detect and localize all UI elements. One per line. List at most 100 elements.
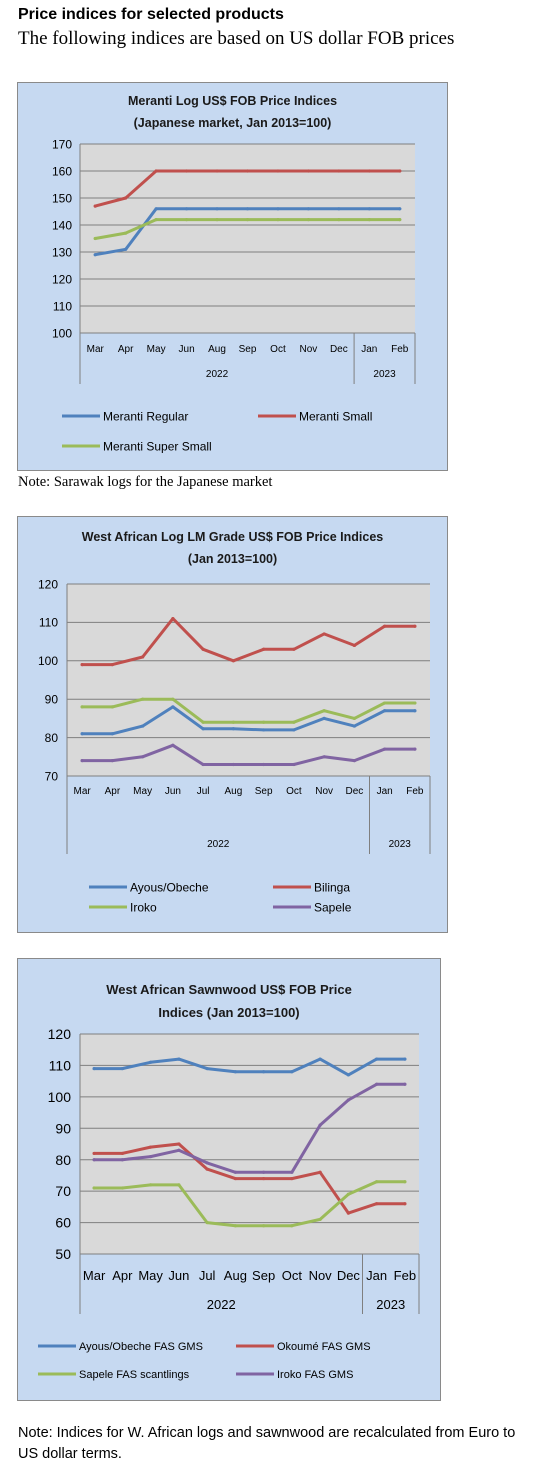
x-tick-label: Apr: [112, 1268, 133, 1283]
legend-label: Sapele: [314, 900, 352, 914]
data-point: [375, 1082, 379, 1086]
series-line: [92, 1142, 407, 1215]
chart-title: West African Sawnwood US$ FOB Price: [106, 982, 352, 997]
note-euro-conversion: Note: Indices for W. African logs and sa…: [18, 1425, 516, 1462]
data-point: [215, 207, 219, 211]
data-point: [92, 1186, 96, 1190]
page-subtitle: The following indices are based on US do…: [18, 28, 455, 49]
x-tick-label: Mar: [83, 1268, 106, 1283]
data-point: [245, 218, 250, 222]
x-tick-label: Jun: [179, 344, 195, 355]
data-point: [120, 1158, 124, 1162]
data-point: [124, 231, 128, 235]
data-point: [92, 1158, 96, 1162]
x-tick-label: Aug: [208, 344, 226, 355]
x-tick-label: Dec: [337, 1268, 361, 1283]
x-tick-label: Oct: [282, 1268, 303, 1283]
x-tick-label: Jan: [366, 1268, 387, 1283]
data-point: [80, 663, 84, 667]
data-point: [322, 709, 326, 713]
legend-label: Okoumé FAS GMS: [277, 1341, 371, 1353]
data-point: [337, 218, 341, 222]
data-point: [383, 709, 387, 713]
data-point: [154, 218, 158, 222]
data-point: [110, 759, 114, 763]
data-point: [367, 169, 371, 173]
year-group-label: 2022: [207, 1297, 236, 1312]
data-point: [290, 1170, 294, 1174]
y-tick-label: 100: [38, 654, 58, 668]
data-point: [177, 1148, 181, 1152]
legend-label: Meranti Small: [299, 409, 372, 423]
series-line: [80, 617, 417, 667]
x-tick-label: Apr: [118, 344, 134, 355]
series-line: [92, 1180, 407, 1228]
y-tick-label: 80: [45, 731, 59, 745]
series-line: [92, 1082, 407, 1174]
legend-label: Iroko FAS GMS: [277, 1369, 353, 1381]
data-point: [383, 624, 387, 628]
data-point: [171, 697, 175, 701]
y-tick-label: 110: [49, 1057, 72, 1073]
data-point: [154, 169, 158, 173]
data-point: [352, 724, 356, 728]
data-point: [413, 701, 417, 705]
data-point: [171, 616, 175, 621]
y-tick-label: 130: [52, 245, 72, 259]
chart-subtitle: Indices (Jan 2013=100): [158, 1005, 299, 1020]
year-group-label: 2023: [373, 369, 396, 380]
x-tick-label: Jan: [361, 344, 377, 355]
chart-title: West African Log LM Grade US$ FOB Price …: [82, 530, 384, 544]
data-point: [398, 169, 402, 173]
data-point: [306, 218, 311, 222]
x-tick-label: May: [147, 344, 166, 355]
data-point: [141, 697, 145, 701]
legend-label: Ayous/Obeche: [130, 880, 209, 894]
data-point: [262, 720, 266, 724]
x-tick-label: Jun: [165, 786, 181, 797]
note-sarawak: Note: Sarawak logs for the Japanese mark…: [18, 474, 273, 490]
data-point: [149, 1145, 153, 1149]
data-point: [205, 1220, 209, 1225]
data-point: [124, 247, 128, 251]
data-point: [205, 1066, 209, 1071]
data-point: [318, 1123, 322, 1127]
data-point: [184, 207, 189, 211]
data-point: [205, 1167, 209, 1171]
data-point: [231, 720, 235, 724]
meranti-chart: Meranti Log US$ FOB Price Indices (Japane…: [17, 82, 448, 471]
series-line: [92, 1057, 407, 1077]
data-point: [171, 705, 175, 709]
plot-area: [67, 584, 430, 776]
chart-subtitle: (Jan 2013=100): [188, 552, 277, 566]
x-tick-label: Dec: [330, 344, 348, 355]
data-point: [141, 755, 145, 759]
legend-label: Iroko: [130, 900, 157, 914]
data-point: [120, 1066, 124, 1071]
data-point: [231, 762, 235, 767]
y-tick-label: 120: [48, 1026, 72, 1042]
data-point: [92, 1066, 96, 1071]
data-point: [177, 1142, 181, 1146]
data-point: [80, 759, 84, 763]
west-african-log-chart: West African Log LM Grade US$ FOB Price …: [17, 516, 448, 933]
data-point: [322, 755, 326, 759]
data-point: [290, 1070, 294, 1074]
data-point: [346, 1211, 350, 1215]
data-point: [413, 747, 417, 751]
data-point: [149, 1060, 153, 1064]
y-tick-label: 80: [55, 1152, 71, 1168]
data-point: [292, 720, 296, 724]
data-point: [171, 743, 175, 747]
x-tick-label: Sep: [255, 786, 273, 797]
data-point: [413, 709, 417, 713]
y-tick-label: 140: [52, 218, 72, 232]
series-line: [80, 705, 417, 736]
y-tick-label: 90: [55, 1120, 71, 1136]
x-tick-label: Oct: [286, 786, 302, 797]
data-point: [245, 169, 250, 173]
x-tick-label: Nov: [300, 344, 318, 355]
legend-label: Ayous/Obeche FAS GMS: [79, 1341, 203, 1353]
data-point: [367, 218, 371, 222]
y-tick-label: 120: [52, 272, 72, 286]
